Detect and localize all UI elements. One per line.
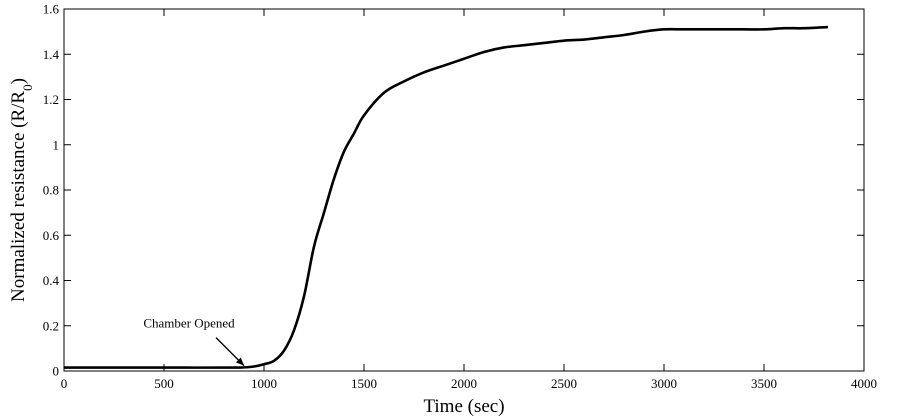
annotation-chamber-opened: Chamber Opened (143, 316, 235, 331)
y-tick-label-1: 0.2 (43, 318, 59, 333)
ticks (63, 8, 865, 372)
y-axis-label-subscript: 0 (20, 84, 35, 91)
y-axis-label-main: Normalized resistance (R/R (8, 91, 29, 302)
x-tick-label-2: 1000 (251, 376, 277, 391)
x-axis-label: Time (sec) (423, 396, 504, 417)
x-tick-label-4: 2000 (451, 376, 477, 391)
x-tick-label-5: 2500 (551, 376, 577, 391)
y-tick-label-7: 1.4 (43, 47, 60, 62)
x-tick-label-7: 3500 (751, 376, 777, 391)
y-axis-label: Normalized resistance (R/R0) (8, 78, 35, 302)
annotation: Chamber Opened (143, 316, 245, 367)
y-tick-label-8: 1.6 (43, 2, 60, 17)
y-tick-label-3: 0.6 (43, 228, 60, 243)
y-tick-label-2: 0.4 (43, 273, 60, 288)
x-tick-label-6: 3000 (651, 376, 677, 391)
y-tick-label-6: 1.2 (43, 92, 59, 107)
annotation-arrowhead-icon (235, 357, 244, 366)
y-tick-label-4: 0.8 (43, 183, 59, 198)
y-tick-label-0: 0 (53, 364, 60, 379)
tick-labels: 0 500 1000 1500 2000 2500 3000 3500 4000 0 0.2 0.4 0… (43, 2, 877, 392)
x-tick-label-1: 500 (154, 376, 174, 391)
x-tick-label-0: 0 (61, 376, 68, 391)
series-line-resistance (63, 25, 829, 369)
y-axis-label-close: ) (8, 78, 29, 84)
x-tick-label-8: 4000 (851, 376, 877, 391)
y-tick-label-5: 1 (53, 137, 60, 152)
x-tick-label-3: 1500 (351, 376, 377, 391)
